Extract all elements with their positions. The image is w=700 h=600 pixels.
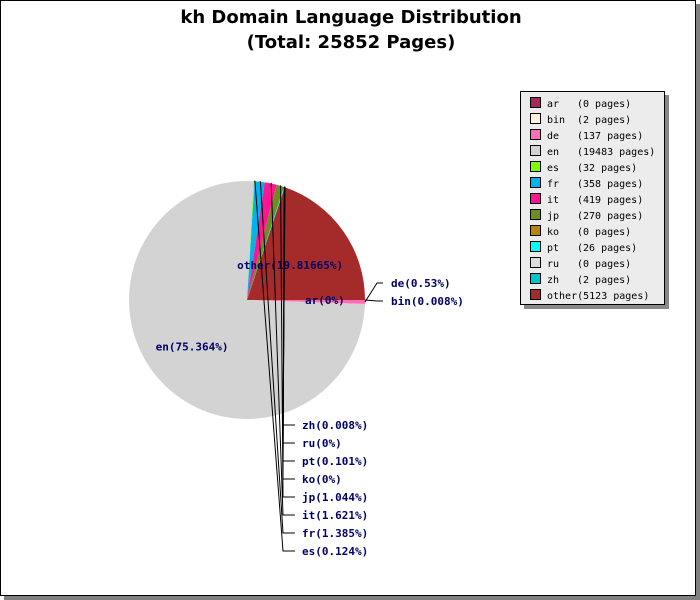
legend-item-es: es (32 pages)	[530, 161, 638, 174]
callout-label-zh: zh(0.008%)	[302, 419, 368, 432]
slice-label-ar: ar(0%)	[305, 294, 345, 307]
callout-line-bin	[364, 299, 383, 302]
legend-pages: (26 pages)	[577, 243, 638, 254]
legend-item-en: en (19483 pages)	[530, 145, 656, 158]
legend-swatch-es	[530, 161, 541, 172]
pie-slice-jp	[247, 184, 284, 300]
legend-pages: (137 pages)	[577, 131, 644, 142]
callout-label-bin: bin(0.008%)	[391, 295, 464, 308]
legend-item-de: de (137 pages)	[530, 129, 644, 142]
legend-pages: (270 pages)	[577, 211, 644, 222]
legend-swatch-other	[530, 289, 541, 300]
legend-item-zh: zh (2 pages)	[530, 273, 632, 286]
pie-slice-pt	[247, 187, 285, 300]
legend-swatch-it	[530, 193, 541, 204]
legend-code: de	[547, 131, 560, 142]
legend-pages: (32 pages)	[577, 163, 638, 174]
legend-item-fr: fr (358 pages)	[530, 177, 644, 190]
legend-pages: (0 pages)	[577, 259, 632, 270]
legend-code: ru	[547, 259, 560, 270]
callout-line-it	[270, 182, 295, 516]
legend-code: bin	[547, 115, 566, 126]
legend-swatch-zh	[530, 273, 541, 284]
callout-label-fr: fr(1.385%)	[302, 527, 368, 540]
legend: ar (0 pages) bin (2 pages) de (137 pages) en (1…	[520, 91, 665, 305]
callout-label-de: de(0.53%)	[391, 277, 451, 290]
slice-label-en: en(75.364%)	[156, 341, 229, 354]
legend-pages: (0 pages)	[577, 99, 632, 110]
legend-swatch-ko	[530, 225, 541, 236]
callout-label-it: it(1.621%)	[302, 509, 368, 522]
chart-title: kh Domain Language Distribution (Total: …	[1, 5, 695, 55]
legend-code: jp	[547, 211, 560, 222]
legend-code: fr	[547, 179, 560, 190]
legend-swatch-ru	[530, 257, 541, 268]
legend-swatch-en	[530, 145, 541, 156]
legend-code: it	[547, 195, 560, 206]
callout-label-es: es(0.124%)	[302, 545, 368, 558]
legend-item-other: other(5123 pages)	[530, 289, 650, 302]
callout-label-jp: jp(1.044%)	[302, 491, 368, 504]
callout-line-jp	[280, 185, 295, 498]
legend-code: en	[547, 147, 560, 158]
pie-slice-de	[247, 300, 365, 305]
legend-code: es	[547, 163, 560, 174]
legend-pages: (19483 pages)	[577, 147, 656, 158]
legend-swatch-bin	[530, 113, 541, 124]
chart-title-line2: (Total: 25852 Pages)	[246, 32, 456, 53]
legend-swatch-ar	[530, 97, 541, 108]
legend-swatch-jp	[530, 209, 541, 220]
callout-label-ru: ru(0%)	[302, 437, 342, 450]
slice-label-other: other(19.81665%)	[237, 259, 343, 272]
callout-label-ko: ko(0%)	[302, 473, 342, 486]
legend-item-bin: bin (2 pages)	[530, 113, 632, 126]
legend-pages: (358 pages)	[577, 179, 644, 190]
pie-slice-it	[247, 182, 277, 300]
legend-swatch-de	[530, 129, 541, 140]
legend-pages: (2 pages)	[577, 275, 632, 286]
legend-item-jp: jp (270 pages)	[530, 209, 644, 222]
pie-slice-zh	[247, 187, 285, 300]
pie-slice-fr	[247, 181, 265, 300]
callout-line-de	[364, 282, 383, 303]
legend-code: pt	[547, 243, 560, 254]
legend-item-ru: ru (0 pages)	[530, 257, 632, 270]
chart-title-line1: kh Domain Language Distribution	[180, 7, 522, 28]
callout-line-es	[254, 180, 295, 552]
legend-item-pt: pt (26 pages)	[530, 241, 638, 254]
legend-swatch-pt	[530, 241, 541, 252]
legend-pages: (0 pages)	[577, 227, 632, 238]
legend-item-ko: ko (0 pages)	[530, 225, 632, 238]
legend-pages: (2 pages)	[577, 115, 632, 126]
legend-code: ko	[547, 227, 560, 238]
callout-label-pt: pt(0.101%)	[302, 455, 368, 468]
pie-slice-en	[128, 180, 365, 419]
legend-swatch-fr	[530, 177, 541, 188]
legend-item-it: it (419 pages)	[530, 193, 644, 206]
legend-code: ar	[547, 99, 560, 110]
callout-line-ko	[282, 186, 295, 480]
legend-code: other	[547, 291, 578, 302]
legend-code: zh	[547, 275, 560, 286]
pie-slice-es	[247, 181, 255, 300]
legend-item-ar: ar (0 pages)	[530, 97, 632, 110]
legend-pages: (5123 pages)	[577, 291, 650, 302]
callout-line-fr	[259, 181, 295, 534]
pie-slice-other	[247, 187, 365, 300]
legend-pages: (419 pages)	[577, 195, 644, 206]
